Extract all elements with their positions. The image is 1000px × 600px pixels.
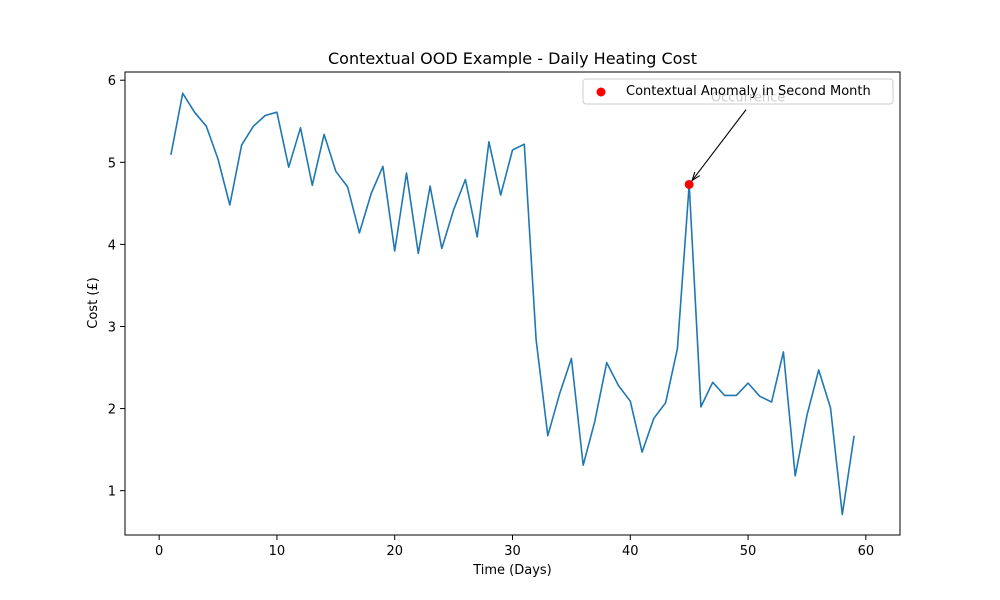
y-tick-label: 3 — [108, 320, 116, 335]
x-axis-label: Time (Days) — [472, 563, 552, 578]
anomaly-point — [684, 179, 694, 189]
y-tick-label: 1 — [108, 485, 116, 500]
y-tick-label: 6 — [108, 74, 116, 89]
x-tick-label: 50 — [740, 544, 757, 559]
annotation-arrow — [691, 109, 747, 181]
y-axis: 1 2 3 4 5 6 — [108, 74, 125, 500]
y-axis-label: Cost (£) — [86, 277, 101, 328]
y-tick-label: 5 — [108, 156, 116, 171]
y-tick-label: 2 — [108, 403, 116, 418]
legend-anomaly-marker — [596, 87, 606, 97]
legend-box — [582, 78, 894, 105]
x-axis: 0 10 20 30 40 50 60 — [155, 535, 874, 559]
legend-anomaly-label: Contextual Anomaly in Second Month — [626, 84, 871, 99]
annotation-arrowhead — [691, 171, 700, 182]
x-tick-label: 20 — [386, 544, 403, 559]
x-tick-label: 60 — [858, 544, 875, 559]
x-tick-label: 30 — [504, 544, 521, 559]
chart-title: Contextual OOD Example - Daily Heating C… — [328, 49, 697, 68]
x-tick-label: 10 — [269, 544, 286, 559]
x-tick-label: 0 — [155, 544, 163, 559]
y-tick-label: 4 — [108, 238, 116, 253]
series-line — [170, 92, 855, 516]
legend: Contextual Anomaly in Second Month — [582, 78, 894, 105]
x-tick-label: 40 — [622, 544, 639, 559]
